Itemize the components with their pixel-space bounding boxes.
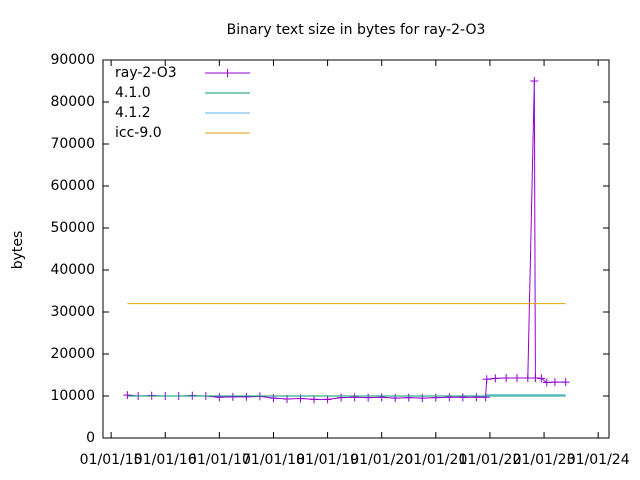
point-marker [542,378,551,387]
point-marker [310,395,319,404]
point-marker [404,393,413,402]
point-marker [418,394,427,403]
legend-marker [223,69,232,77]
y-tick-label: 60000 [50,178,95,194]
point-marker [458,393,467,402]
point-marker [530,77,539,85]
y-axis-label: bytes [10,231,26,270]
x-tick-label: 01/01/15 [80,452,143,468]
y-tick-label: 80000 [50,94,95,110]
y-tick-label: 40000 [50,262,95,278]
legend-label: icc-9.0 [115,125,162,141]
x-tick-label: 01/01/18 [242,452,305,468]
x-tick-label: 01/01/23 [513,452,576,468]
point-marker [337,393,346,402]
point-marker [445,393,454,402]
y-tick-label: 50000 [50,220,95,236]
point-marker [482,375,491,384]
point-marker [391,394,400,403]
point-marker [242,392,251,401]
x-tick-label: 01/01/24 [567,452,630,468]
x-tick-label: 01/01/19 [296,452,359,468]
point-marker [491,374,500,383]
point-marker [561,378,570,387]
point-marker [523,373,532,382]
point-marker [377,393,386,402]
legend-label: 4.1.0 [115,85,151,101]
point-marker [228,392,237,401]
point-marker [431,393,440,402]
point-marker [123,391,132,400]
point-marker [364,393,373,402]
x-tick-label: 01/01/21 [404,452,467,468]
y-tick-label: 20000 [50,346,95,362]
point-marker [537,374,546,383]
plot-border [102,59,610,439]
x-tick-label: 01/01/20 [350,452,413,468]
x-tick-label: 01/01/16 [134,452,197,468]
point-marker [472,393,481,402]
y-tick-label: 90000 [50,52,95,68]
point-marker [215,393,224,402]
y-tick-label: 0 [86,430,95,446]
legend-label: ray-2-O3 [115,65,177,81]
x-tick-label: 01/01/22 [458,452,521,468]
y-tick-label: 10000 [50,388,95,404]
y-tick-label: 30000 [50,304,95,320]
point-marker [323,395,332,404]
chart-title: Binary text size in bytes for ray-2-O3 [227,22,486,38]
point-marker [502,373,511,382]
y-tick-label: 70000 [50,136,95,152]
point-marker [269,394,278,403]
point-marker [550,378,559,387]
point-marker [513,373,521,382]
point-marker [350,393,359,402]
x-tick-label: 01/01/17 [188,452,251,468]
legend-label: 4.1.2 [115,105,151,121]
